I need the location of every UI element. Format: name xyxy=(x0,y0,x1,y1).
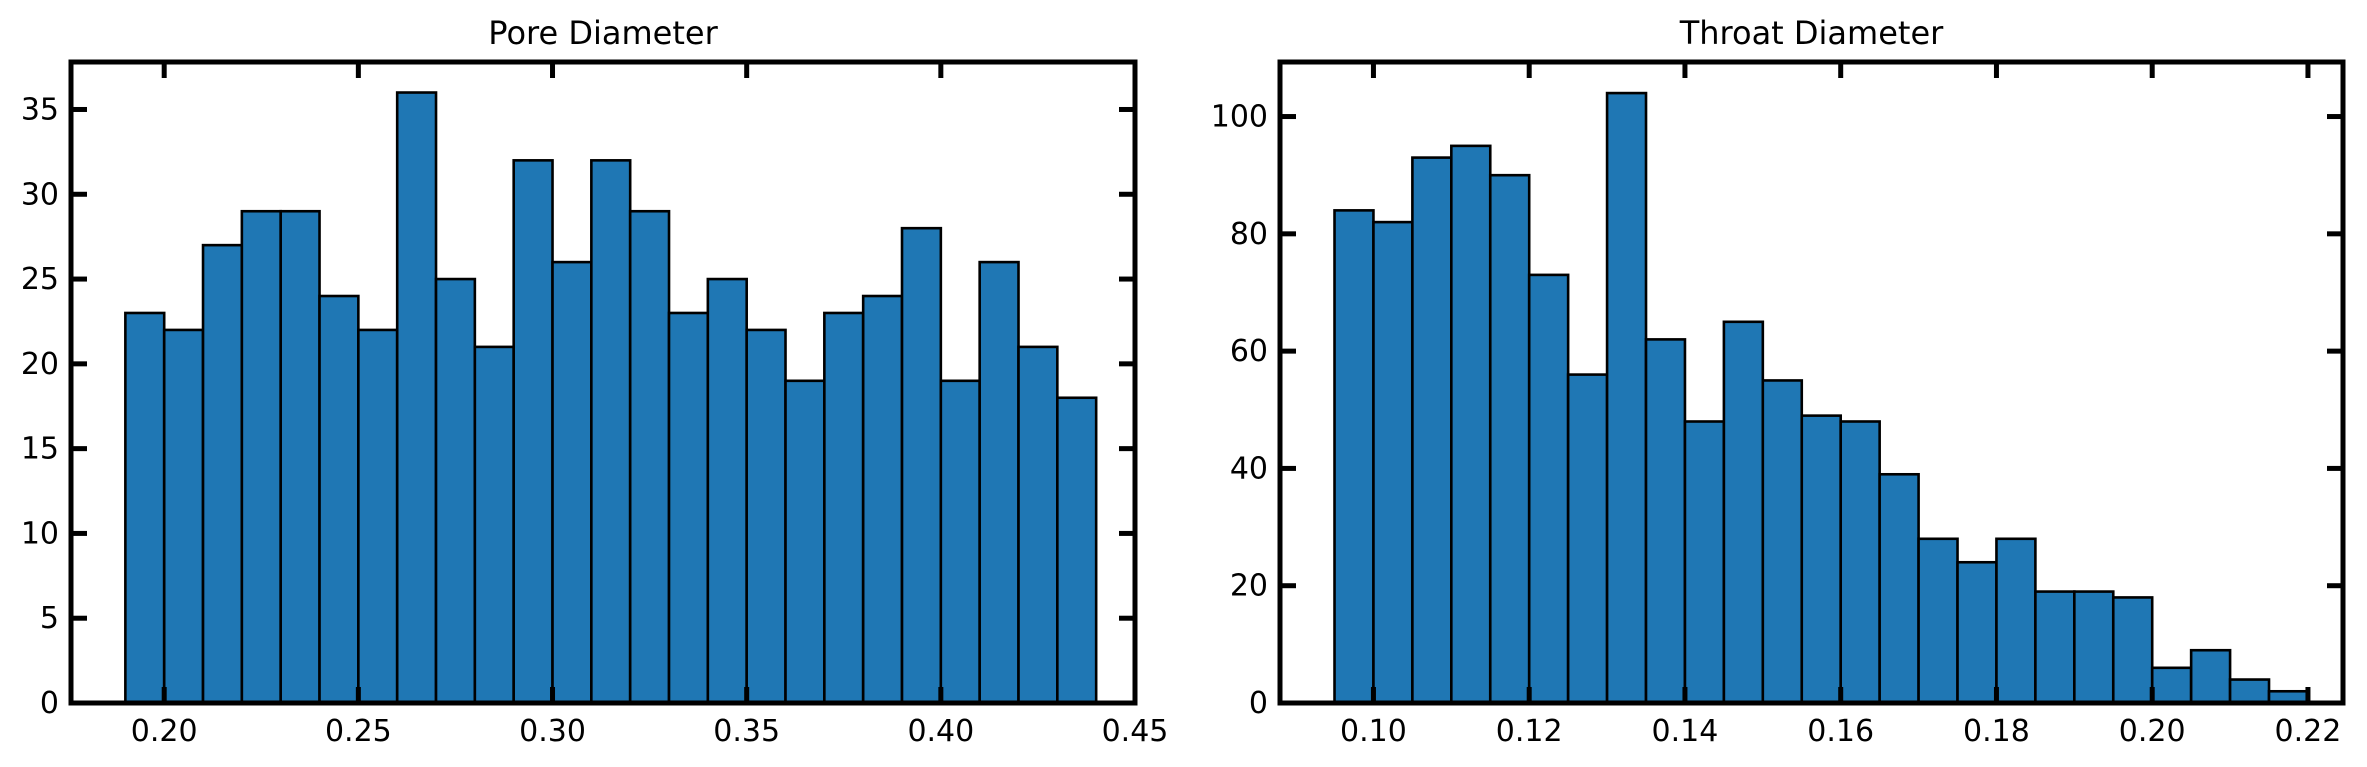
throat-bar-14 xyxy=(1839,420,1881,705)
pore-bar-4 xyxy=(240,209,282,705)
pore-ytick-label: 0 xyxy=(40,686,59,721)
pore-bar-10 xyxy=(473,345,515,705)
pore-bar-24 xyxy=(1017,345,1059,705)
pore-bar-3 xyxy=(201,243,244,705)
throat-bar-19 xyxy=(2034,590,2076,705)
pore-xtick-label: 0.45 xyxy=(1102,714,1169,749)
throat-ytick-label: 60 xyxy=(1230,334,1268,369)
pore-bar-22 xyxy=(939,379,981,705)
throat-xtick-label: 0.18 xyxy=(1963,714,2030,749)
throat-bar-16 xyxy=(1917,537,1959,705)
throat-ytick-label: 0 xyxy=(1249,686,1268,721)
throat-xtick-label: 0.22 xyxy=(2275,714,2342,749)
pore-bar-1 xyxy=(124,311,166,705)
pore-bar-12 xyxy=(551,260,593,705)
pore-bar-16 xyxy=(706,277,748,705)
pore-bar-20 xyxy=(861,294,904,705)
throat-ytick-label: 100 xyxy=(1211,100,1268,135)
pore-diameter-panel: 0.20 0.25 0.30 0.35 0.40 0.45 0 5 10 15 20 25 30 35 Po… xyxy=(21,14,1169,749)
pore-bar-8 xyxy=(395,91,438,705)
throat-ytick-label: 80 xyxy=(1230,217,1268,252)
throat-bar-8 xyxy=(1605,91,1648,705)
pore-ytick-label: 10 xyxy=(21,516,59,551)
throat-bar-5 xyxy=(1488,173,1531,705)
throat-bar-2 xyxy=(1372,220,1414,705)
pore-bar-7 xyxy=(357,328,399,705)
pore-bar-5 xyxy=(279,209,321,705)
throat-xtick-label: 0.16 xyxy=(1807,714,1874,749)
pore-xtick-label: 0.25 xyxy=(325,714,392,749)
pore-chart-title: Pore Diameter xyxy=(488,14,718,52)
pore-bar-13 xyxy=(590,159,632,705)
throat-bar-7 xyxy=(1566,373,1609,705)
throat-bar-12 xyxy=(1761,379,1804,705)
throat-diameter-panel: 0.10 0.12 0.14 0.16 0.18 0.20 0.22 0 20 40 60 80 100… xyxy=(1211,14,2346,749)
pore-bar-18 xyxy=(784,379,826,705)
throat-bar-10 xyxy=(1683,420,1726,705)
throat-axes-frame xyxy=(1277,59,2346,706)
throat-bar-15 xyxy=(1878,472,1920,705)
pore-bar-25 xyxy=(1056,396,1098,705)
throat-bar-3 xyxy=(1411,156,1453,705)
throat-bar-4 xyxy=(1450,144,1492,705)
pore-bar-19 xyxy=(823,311,865,705)
throat-xtick-label: 0.20 xyxy=(2119,714,2186,749)
pore-xtick-label: 0.30 xyxy=(519,714,586,749)
pore-bar-17 xyxy=(745,328,787,705)
pore-xtick-label: 0.20 xyxy=(131,714,198,749)
throat-bar-1 xyxy=(1333,209,1375,705)
throat-bar-6 xyxy=(1527,273,1570,705)
pore-bar-2 xyxy=(162,328,205,705)
throat-bar-17 xyxy=(1956,560,1998,705)
pore-bar-9 xyxy=(434,277,477,705)
throat-ytick-label: 20 xyxy=(1230,569,1268,604)
pore-ytick-label: 25 xyxy=(21,262,59,297)
throat-bar-21 xyxy=(2111,596,2154,705)
throat-xtick-label: 0.12 xyxy=(1496,714,1563,749)
pore-ytick-label: 30 xyxy=(21,177,59,212)
throat-chart-title: Throat Diameter xyxy=(1679,14,1944,52)
pore-bar-6 xyxy=(318,294,360,705)
throat-bar-24 xyxy=(2228,678,2271,705)
throat-xtick-label: 0.10 xyxy=(1340,714,1407,749)
pore-xtick-label: 0.35 xyxy=(713,714,780,749)
throat-bar-18 xyxy=(1995,537,2037,705)
pore-ytick-label: 35 xyxy=(21,92,59,127)
pore-bar-15 xyxy=(667,311,710,705)
pore-bar-21 xyxy=(900,226,943,705)
pore-ytick-label: 15 xyxy=(21,432,59,467)
pore-axes-frame xyxy=(68,59,1138,706)
pore-bar-23 xyxy=(978,260,1020,705)
pore-ytick-label: 5 xyxy=(40,601,59,636)
throat-bar-11 xyxy=(1722,320,1765,705)
throat-ytick-label: 40 xyxy=(1230,451,1268,486)
throat-bar-13 xyxy=(1800,414,1843,705)
throat-xtick-label: 0.14 xyxy=(1652,714,1719,749)
pore-bar-14 xyxy=(628,209,671,705)
throat-bar-22 xyxy=(2150,666,2193,705)
throat-bar-20 xyxy=(2073,590,2115,705)
throat-bar-23 xyxy=(2189,648,2232,705)
pore-bar-11 xyxy=(512,159,554,705)
throat-bar-9 xyxy=(1644,338,1687,705)
pore-xtick-label: 0.40 xyxy=(907,714,974,749)
pore-ytick-label: 20 xyxy=(21,347,59,382)
